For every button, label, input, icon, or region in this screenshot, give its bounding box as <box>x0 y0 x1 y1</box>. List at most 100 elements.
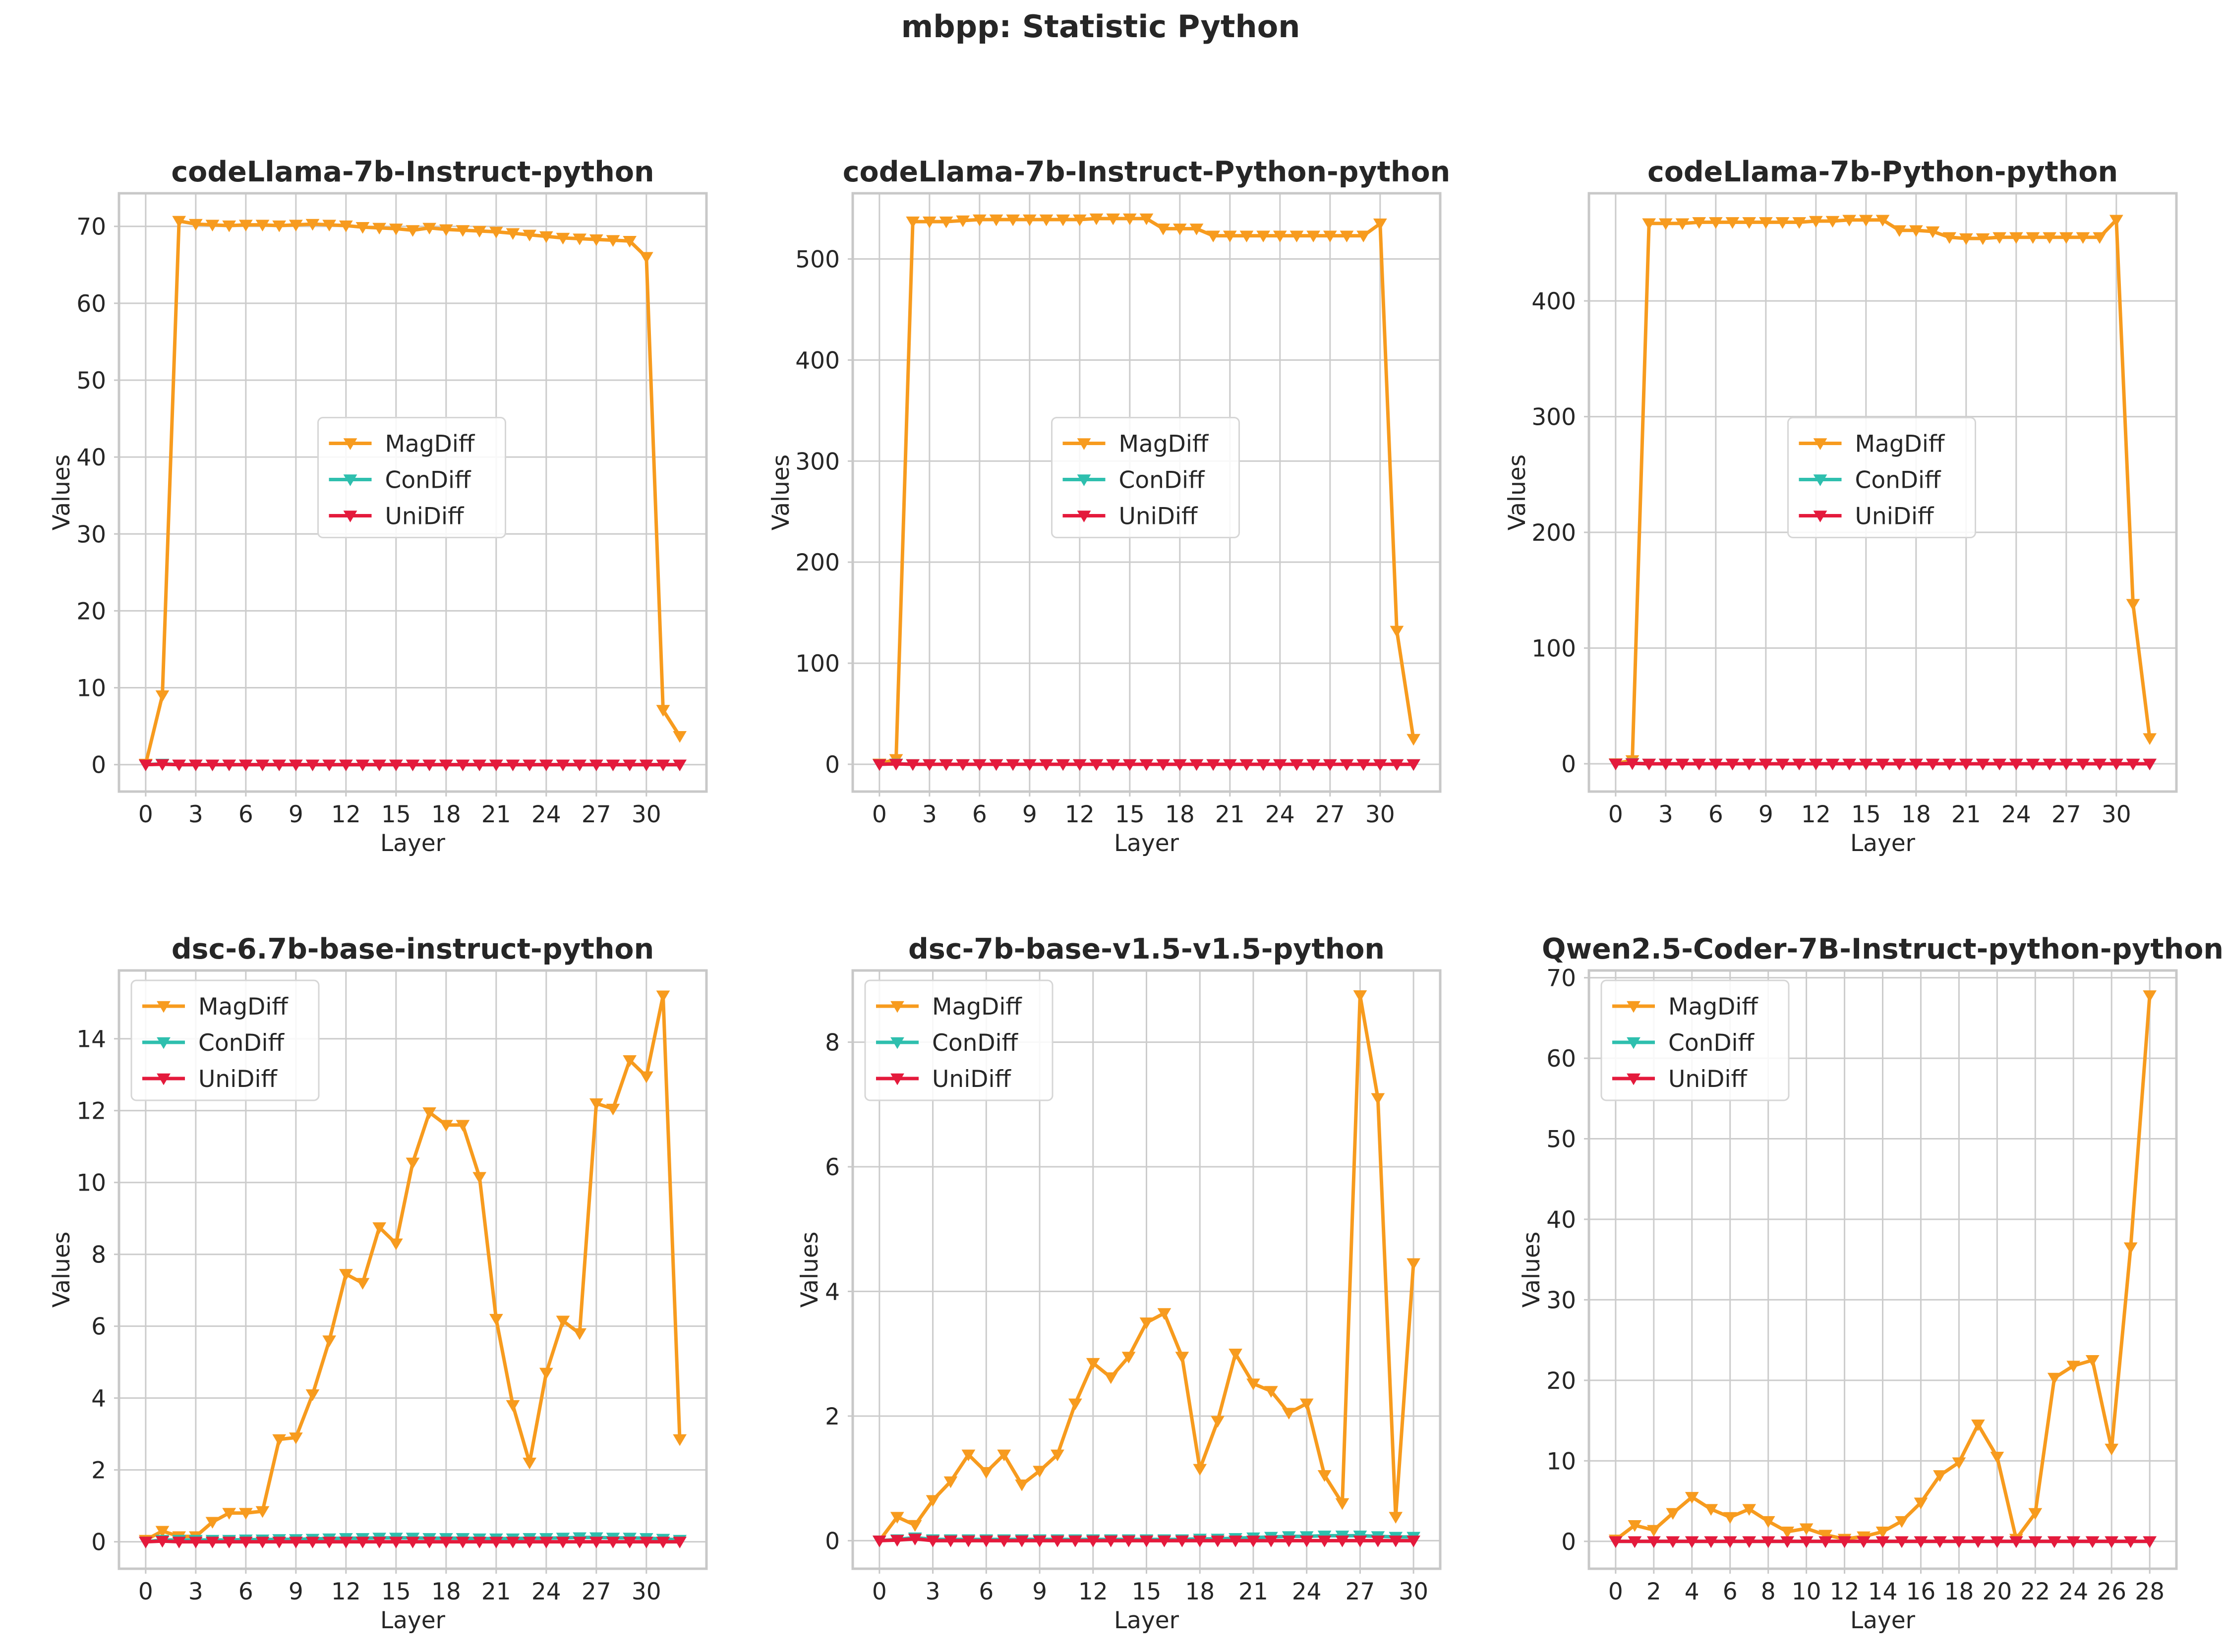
data-point-unidiff <box>406 1537 420 1548</box>
data-point-unidiff <box>138 759 153 772</box>
x-axis-label: Layer <box>1850 830 1916 857</box>
y-tick-label: 0 <box>91 752 106 779</box>
x-tick-label: 4 <box>1685 1578 1699 1605</box>
data-point-unidiff <box>322 1537 337 1548</box>
data-point-unidiff <box>1959 758 1973 771</box>
y-tick-label: 30 <box>76 521 106 548</box>
data-point-magdiff <box>556 1315 570 1328</box>
x-tick-label: 24 <box>1292 1578 1322 1605</box>
data-point-unidiff <box>506 1537 520 1548</box>
data-point-unidiff <box>1033 1536 1047 1547</box>
data-point-magdiff <box>1708 217 1723 229</box>
data-point-magdiff <box>2047 1372 2061 1385</box>
data-point-magdiff <box>1223 230 1237 242</box>
data-point-unidiff <box>1628 1536 1642 1548</box>
data-point-unidiff <box>1282 1536 1296 1547</box>
y-tick-label: 10 <box>1546 1448 1576 1475</box>
data-point-magdiff <box>222 1508 236 1520</box>
data-point-magdiff <box>922 216 937 228</box>
chart-panel-4: 0 3 6 9 12 15 18 21 24 27 3002468101214LayerValues… <box>48 933 708 1634</box>
legend-box <box>130 979 320 1101</box>
data-point-magdiff <box>1273 230 1287 242</box>
data-point-magdiff <box>1952 1457 1966 1469</box>
data-point-unidiff <box>1742 758 1757 771</box>
data-point-unidiff <box>255 759 270 772</box>
data-point-magdiff <box>1340 230 1354 242</box>
data-point-unidiff <box>1389 1536 1403 1547</box>
data-point-magdiff <box>1723 1512 1737 1524</box>
data-point-magdiff <box>272 1434 287 1446</box>
y-tick-label: 0 <box>1561 751 1576 778</box>
data-point-magdiff <box>1371 1093 1385 1105</box>
y-tick-label: 0 <box>825 751 840 779</box>
legend: MagDiff ConDiff UniDiff <box>317 417 506 538</box>
data-point-unidiff <box>272 1537 287 1548</box>
data-point-unidiff <box>922 759 937 771</box>
data-point-unidiff <box>1089 759 1104 771</box>
data-point-unidiff <box>2028 1536 2043 1548</box>
chart-title: codeLlama-7b-Python-python <box>1647 156 2118 188</box>
x-tick-label: 6 <box>972 801 987 828</box>
data-point-magdiff <box>422 1107 437 1119</box>
x-tick-label: 18 <box>1944 1578 1974 1605</box>
data-point-unidiff <box>1189 759 1204 771</box>
data-point-unidiff <box>1914 1536 1928 1548</box>
data-point-unidiff <box>1072 759 1087 771</box>
data-point-magdiff <box>506 1400 520 1412</box>
data-point-magdiff <box>1859 215 1873 227</box>
x-tick-label: 28 <box>2135 1578 2165 1605</box>
data-point-unidiff <box>355 759 370 772</box>
data-point-magdiff <box>556 232 570 245</box>
data-point-unidiff <box>1842 758 1857 771</box>
y-tick-label: 300 <box>1531 404 1576 431</box>
data-point-unidiff <box>606 759 620 772</box>
data-point-magdiff <box>1175 1352 1189 1364</box>
x-tick-label: 15 <box>1115 801 1145 828</box>
x-tick-label: 21 <box>1951 801 1981 828</box>
data-point-unidiff <box>972 759 987 771</box>
y-tick-label: 40 <box>1546 1206 1576 1234</box>
data-point-unidiff <box>456 759 470 772</box>
data-point-magdiff <box>472 1172 487 1184</box>
data-point-magdiff <box>155 690 170 702</box>
data-point-unidiff <box>2093 758 2107 771</box>
data-point-unidiff <box>1646 1536 1661 1548</box>
data-point-unidiff <box>1704 1536 1718 1548</box>
data-point-unidiff <box>997 1536 1011 1547</box>
data-point-magdiff <box>1780 1527 1795 1538</box>
x-tick-label: 21 <box>481 1578 511 1605</box>
data-point-unidiff <box>1799 1536 1814 1548</box>
data-point-magdiff <box>222 220 236 232</box>
y-tick-label: 10 <box>76 1170 106 1197</box>
data-point-unidiff <box>1206 759 1221 771</box>
data-point-unidiff <box>872 1536 886 1547</box>
data-point-unidiff <box>1775 758 1790 771</box>
legend-marker-unidiff <box>157 1073 171 1085</box>
legend-label-condiff: ConDiff <box>932 1029 1019 1057</box>
data-point-unidiff <box>422 759 437 772</box>
data-point-unidiff <box>1758 758 1773 771</box>
data-point-magdiff <box>623 235 637 248</box>
data-point-magdiff <box>673 731 687 743</box>
data-point-unidiff <box>205 759 220 772</box>
y-axis-label: Values <box>796 1232 823 1308</box>
x-axis-label: Layer <box>380 1607 446 1634</box>
data-point-magdiff <box>1842 215 1857 227</box>
y-tick-label: 500 <box>795 246 840 274</box>
data-point-magdiff <box>205 1517 220 1529</box>
x-tick-label: 24 <box>531 801 561 828</box>
y-tick-label: 4 <box>825 1279 840 1306</box>
legend-marker-condiff <box>1813 474 1827 486</box>
data-point-magdiff <box>372 1222 387 1234</box>
legend-marker-condiff <box>1077 474 1091 486</box>
data-point-magdiff <box>997 1449 1011 1462</box>
data-point-magdiff <box>1875 1527 1890 1538</box>
x-tick-label: 30 <box>632 801 661 828</box>
plot-frame <box>117 969 708 1570</box>
x-tick-label: 27 <box>1346 1578 1375 1605</box>
data-point-unidiff <box>556 1537 570 1548</box>
x-tick-label: 6 <box>238 801 253 828</box>
y-tick-label: 20 <box>1546 1367 1576 1395</box>
data-point-magdiff <box>1229 1348 1242 1361</box>
